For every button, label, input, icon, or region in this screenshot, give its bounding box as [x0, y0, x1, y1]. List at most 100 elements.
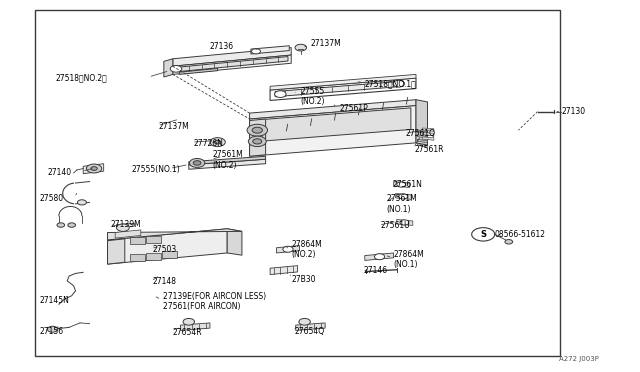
Polygon shape [276, 246, 300, 253]
Circle shape [214, 140, 221, 144]
Circle shape [68, 223, 76, 227]
Circle shape [472, 228, 495, 241]
Text: 27561R: 27561R [415, 145, 444, 154]
Polygon shape [164, 59, 173, 77]
Circle shape [374, 254, 385, 260]
Text: 27137M: 27137M [310, 39, 341, 48]
Polygon shape [259, 108, 411, 141]
Text: 27139E(FOR AIRCON LESS)
27561(FOR AIRCON): 27139E(FOR AIRCON LESS) 27561(FOR AIRCON… [163, 292, 266, 311]
Polygon shape [417, 135, 428, 138]
Text: 27137M: 27137M [159, 122, 189, 131]
Text: 27561P: 27561P [339, 104, 368, 113]
Polygon shape [396, 193, 412, 199]
Circle shape [252, 49, 260, 54]
Text: 08566-51612: 08566-51612 [495, 230, 546, 239]
Circle shape [210, 138, 225, 147]
Polygon shape [365, 253, 394, 260]
Polygon shape [116, 223, 134, 228]
Polygon shape [179, 68, 218, 74]
Text: 27146: 27146 [364, 266, 388, 275]
Text: 27140: 27140 [47, 169, 72, 177]
Polygon shape [180, 57, 288, 71]
Text: 27139M: 27139M [110, 220, 141, 229]
Bar [146, 253, 161, 260]
Polygon shape [422, 137, 434, 140]
Polygon shape [394, 182, 410, 187]
Polygon shape [83, 164, 104, 174]
Circle shape [400, 220, 409, 225]
Polygon shape [417, 139, 428, 143]
Text: A272 J003P: A272 J003P [559, 356, 598, 362]
Text: 27561M
(NO.1): 27561M (NO.1) [387, 194, 417, 214]
Circle shape [252, 127, 262, 133]
Polygon shape [397, 219, 413, 225]
Polygon shape [250, 106, 416, 156]
Text: 27518〈NO.1〉: 27518〈NO.1〉 [365, 79, 417, 88]
Text: 27518〈NO.2〉: 27518〈NO.2〉 [56, 74, 108, 83]
Polygon shape [108, 229, 227, 264]
Circle shape [505, 240, 513, 244]
Text: 27145N: 27145N [40, 296, 70, 305]
Text: 27156: 27156 [40, 327, 64, 336]
Text: 27654R: 27654R [173, 328, 202, 337]
Polygon shape [189, 159, 266, 169]
Circle shape [248, 136, 266, 147]
Circle shape [397, 182, 406, 187]
Circle shape [47, 326, 58, 332]
Circle shape [189, 158, 205, 167]
Polygon shape [108, 229, 242, 240]
Polygon shape [227, 229, 242, 255]
Circle shape [183, 318, 195, 325]
Text: S: S [480, 230, 486, 239]
Polygon shape [270, 74, 416, 90]
Circle shape [57, 223, 65, 227]
Text: 27726N: 27726N [193, 139, 223, 148]
Circle shape [116, 224, 129, 231]
Polygon shape [417, 130, 428, 134]
Circle shape [77, 200, 86, 205]
Text: 27136: 27136 [209, 42, 234, 51]
Bar [146, 236, 161, 243]
Polygon shape [173, 55, 291, 74]
Polygon shape [416, 100, 428, 145]
Text: 27654Q: 27654Q [294, 327, 324, 336]
Text: 27555(NO.1): 27555(NO.1) [131, 165, 180, 174]
Circle shape [399, 194, 408, 199]
Polygon shape [108, 239, 125, 264]
Text: 27864M
(NO.2): 27864M (NO.2) [292, 240, 323, 259]
Text: 27148: 27148 [152, 278, 177, 286]
Circle shape [253, 139, 262, 144]
Polygon shape [173, 48, 291, 66]
Text: 27555
(NO.2): 27555 (NO.2) [301, 87, 325, 106]
Circle shape [170, 65, 182, 72]
Text: 27561N: 27561N [393, 180, 423, 189]
Circle shape [283, 246, 293, 252]
Circle shape [247, 124, 268, 136]
Bar [162, 251, 177, 258]
Circle shape [295, 44, 307, 51]
Text: 27864M
(NO.1): 27864M (NO.1) [394, 250, 424, 269]
Polygon shape [417, 144, 428, 147]
Text: 27561Q: 27561Q [406, 129, 436, 138]
Polygon shape [189, 156, 266, 165]
Text: 27580: 27580 [40, 194, 64, 203]
Polygon shape [250, 100, 416, 119]
Text: 27561U: 27561U [380, 221, 410, 230]
Bar [130, 237, 145, 244]
Polygon shape [250, 119, 266, 156]
Circle shape [275, 91, 286, 97]
Circle shape [393, 80, 404, 87]
Circle shape [193, 161, 201, 165]
Polygon shape [422, 128, 434, 131]
Circle shape [299, 318, 310, 325]
Polygon shape [115, 230, 141, 238]
Text: 27130: 27130 [562, 107, 586, 116]
FancyBboxPatch shape [35, 10, 560, 356]
Bar [130, 254, 145, 261]
Polygon shape [251, 46, 289, 54]
Circle shape [86, 164, 102, 173]
Circle shape [91, 167, 97, 170]
Polygon shape [275, 81, 403, 97]
Text: 27561M
(NO.2): 27561M (NO.2) [212, 150, 243, 170]
Polygon shape [296, 323, 325, 330]
